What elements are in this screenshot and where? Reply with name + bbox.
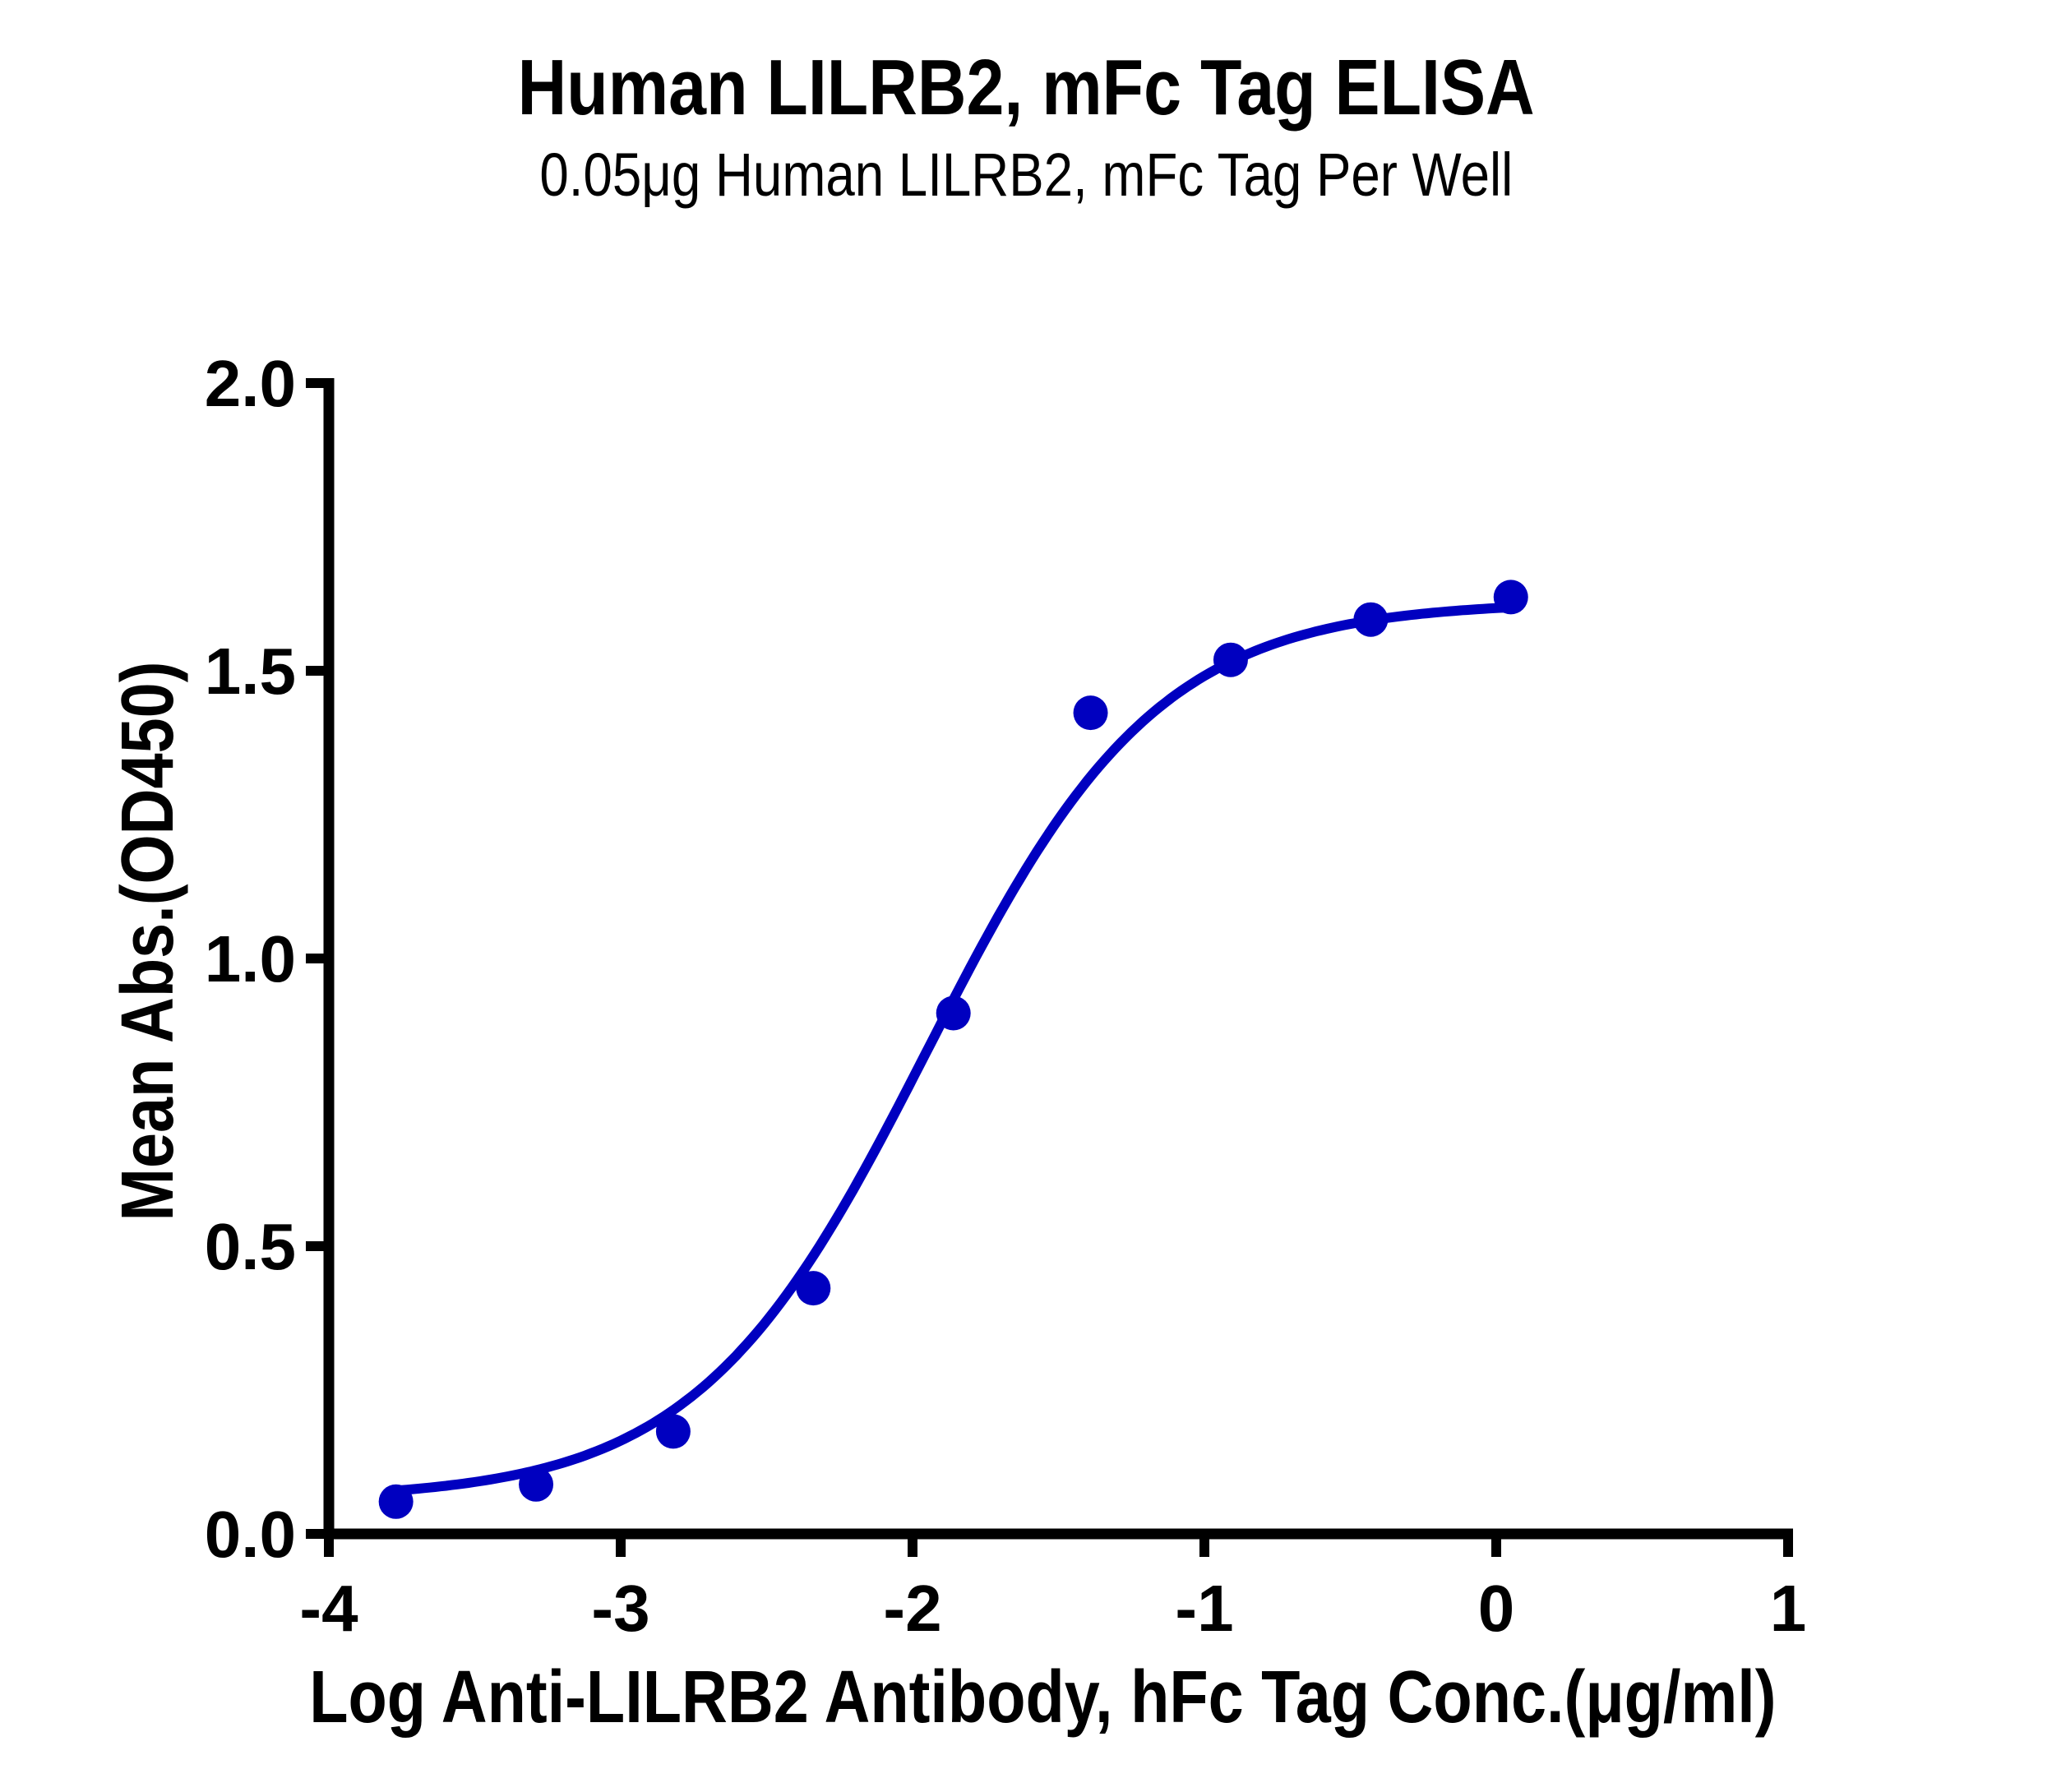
data-point bbox=[796, 1271, 831, 1306]
x-tick-label: -2 bbox=[883, 1572, 941, 1645]
axes: 0.0 0.5 1.0 1.5 2.0 -4 -3 -2 -1 0 1 bbox=[205, 347, 1806, 1645]
data-point bbox=[1073, 695, 1108, 731]
data-point bbox=[1493, 580, 1528, 615]
y-tick-label: 0.5 bbox=[205, 1210, 296, 1283]
data-point bbox=[1213, 642, 1248, 677]
data-point bbox=[655, 1414, 691, 1449]
x-tick-label: 1 bbox=[1770, 1572, 1807, 1645]
chart-subtitle: 0.05μg Human LILRB2, mFc Tag Per Well bbox=[0, 138, 2052, 212]
y-tick-label: 0.0 bbox=[205, 1498, 296, 1571]
y-tick-label: 1.5 bbox=[205, 635, 296, 708]
fit-curve bbox=[391, 602, 1516, 1496]
fit-curve-path bbox=[391, 602, 1516, 1496]
data-point bbox=[519, 1466, 554, 1502]
x-tick-label: -3 bbox=[591, 1572, 649, 1645]
x-tick-label: -1 bbox=[1175, 1572, 1233, 1645]
x-tick-label: -4 bbox=[299, 1572, 358, 1645]
x-tick-label: 0 bbox=[1478, 1572, 1515, 1645]
data-point bbox=[936, 995, 971, 1031]
chart-subtitle-text: 0.05μg Human LILRB2, mFc Tag Per Well bbox=[539, 141, 1513, 209]
y-tick-label: 2.0 bbox=[205, 347, 296, 420]
data-points bbox=[378, 580, 1528, 1519]
y-tick-label: 1.0 bbox=[205, 922, 296, 995]
data-point bbox=[378, 1484, 414, 1519]
chart-title: Human LILRB2, mFc Tag ELISA bbox=[0, 43, 2052, 133]
x-axis-title: Log Anti-LILRB2 Antibody, hFc Tag Conc.(… bbox=[0, 1652, 2052, 1743]
chart-title-text: Human LILRB2, mFc Tag ELISA bbox=[517, 44, 1535, 132]
data-point bbox=[1353, 602, 1389, 637]
x-axis-title-text: Log Anti-LILRB2 Antibody, hFc Tag Conc.(… bbox=[308, 1656, 1777, 1739]
